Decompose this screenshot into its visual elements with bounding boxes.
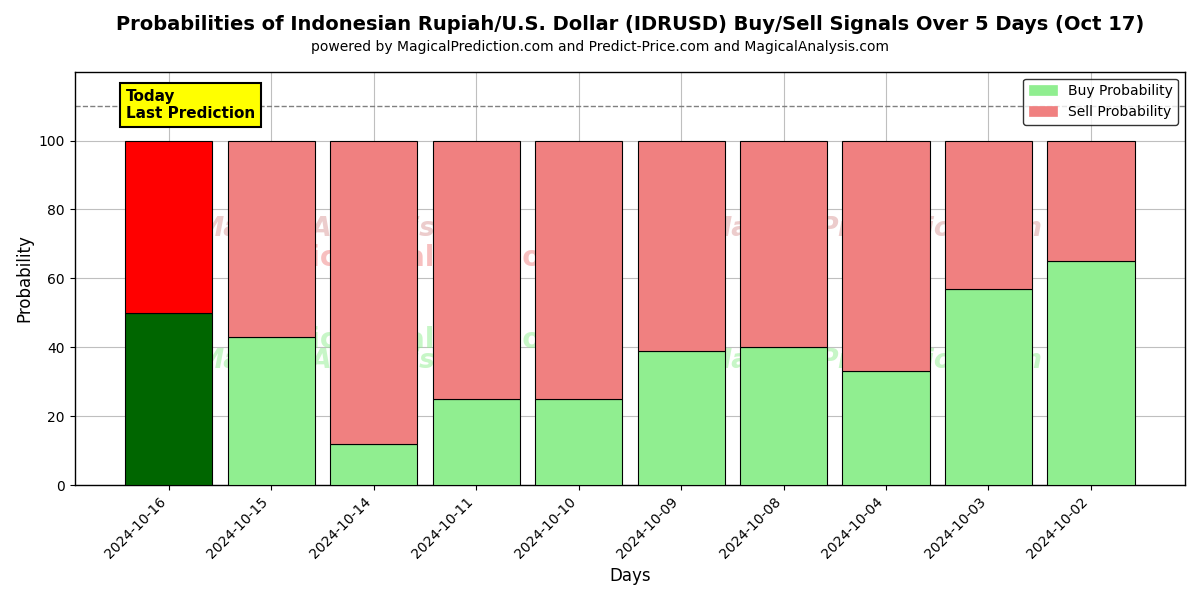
Text: MagicalPrediction.com: MagicalPrediction.com — [706, 348, 1043, 374]
Bar — [842, 140, 930, 371]
Text: MagicalAnalysis.com: MagicalAnalysis.com — [245, 326, 571, 355]
Text: MagicalPrediction.com: MagicalPrediction.com — [706, 216, 1043, 242]
Bar — [944, 140, 1032, 289]
Bar — [944, 289, 1032, 485]
Bar — [1048, 261, 1134, 485]
Bar — [535, 399, 622, 485]
Text: Today
Last Prediction: Today Last Prediction — [126, 89, 254, 121]
Bar — [228, 337, 314, 485]
Y-axis label: Probability: Probability — [16, 235, 34, 322]
Bar — [637, 351, 725, 485]
Bar — [740, 140, 827, 347]
Text: MagicalAnalysis.com: MagicalAnalysis.com — [245, 244, 571, 272]
Bar — [432, 140, 520, 399]
Bar — [1048, 140, 1134, 261]
Bar — [330, 140, 418, 444]
Bar — [637, 140, 725, 351]
Bar — [535, 140, 622, 399]
Legend: Buy Probability, Sell Probability: Buy Probability, Sell Probability — [1024, 79, 1178, 125]
Text: powered by MagicalPrediction.com and Predict-Price.com and MagicalAnalysis.com: powered by MagicalPrediction.com and Pre… — [311, 40, 889, 54]
Title: Probabilities of Indonesian Rupiah/U.S. Dollar (IDRUSD) Buy/Sell Signals Over 5 : Probabilities of Indonesian Rupiah/U.S. … — [115, 15, 1144, 34]
Bar — [125, 313, 212, 485]
Bar — [842, 371, 930, 485]
Bar — [330, 444, 418, 485]
Bar — [432, 399, 520, 485]
X-axis label: Days: Days — [610, 567, 650, 585]
Text: MagicalAnalysis.com: MagicalAnalysis.com — [198, 216, 506, 242]
Bar — [125, 140, 212, 313]
Bar — [740, 347, 827, 485]
Bar — [228, 140, 314, 337]
Text: MagicalAnalysis.com: MagicalAnalysis.com — [198, 348, 506, 374]
